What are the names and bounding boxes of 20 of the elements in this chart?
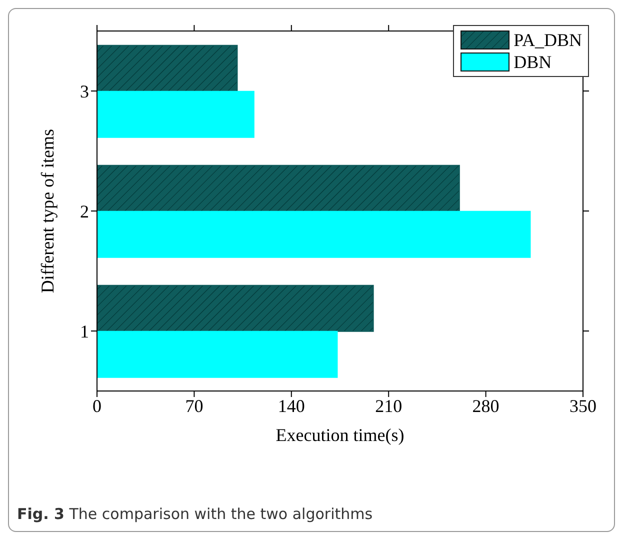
y-axis-title: Different type of items — [37, 128, 58, 294]
y-tick-label: 1 — [80, 321, 89, 342]
x-tick-label: 210 — [375, 396, 402, 416]
bar — [97, 284, 374, 332]
y-tick-label: 2 — [80, 201, 89, 222]
x-tick-label: 0 — [92, 396, 102, 416]
bar — [97, 330, 338, 378]
x-tick-label: 350 — [570, 396, 596, 416]
bar — [97, 44, 238, 92]
bar — [97, 90, 254, 138]
x-tick-label: 140 — [278, 396, 305, 416]
y-tick-label: 3 — [80, 81, 89, 102]
bar — [97, 210, 531, 258]
caption: Fig. 3 The comparison with the two algorithms — [17, 505, 374, 523]
bar — [97, 164, 460, 212]
x-axis-title: Execution time(s) — [276, 425, 404, 445]
x-tick-label: 70 — [185, 396, 204, 416]
legend-label: DBN — [514, 52, 552, 72]
x-tick-label: 280 — [472, 396, 500, 416]
legend-label: PA_DBN — [514, 30, 582, 50]
